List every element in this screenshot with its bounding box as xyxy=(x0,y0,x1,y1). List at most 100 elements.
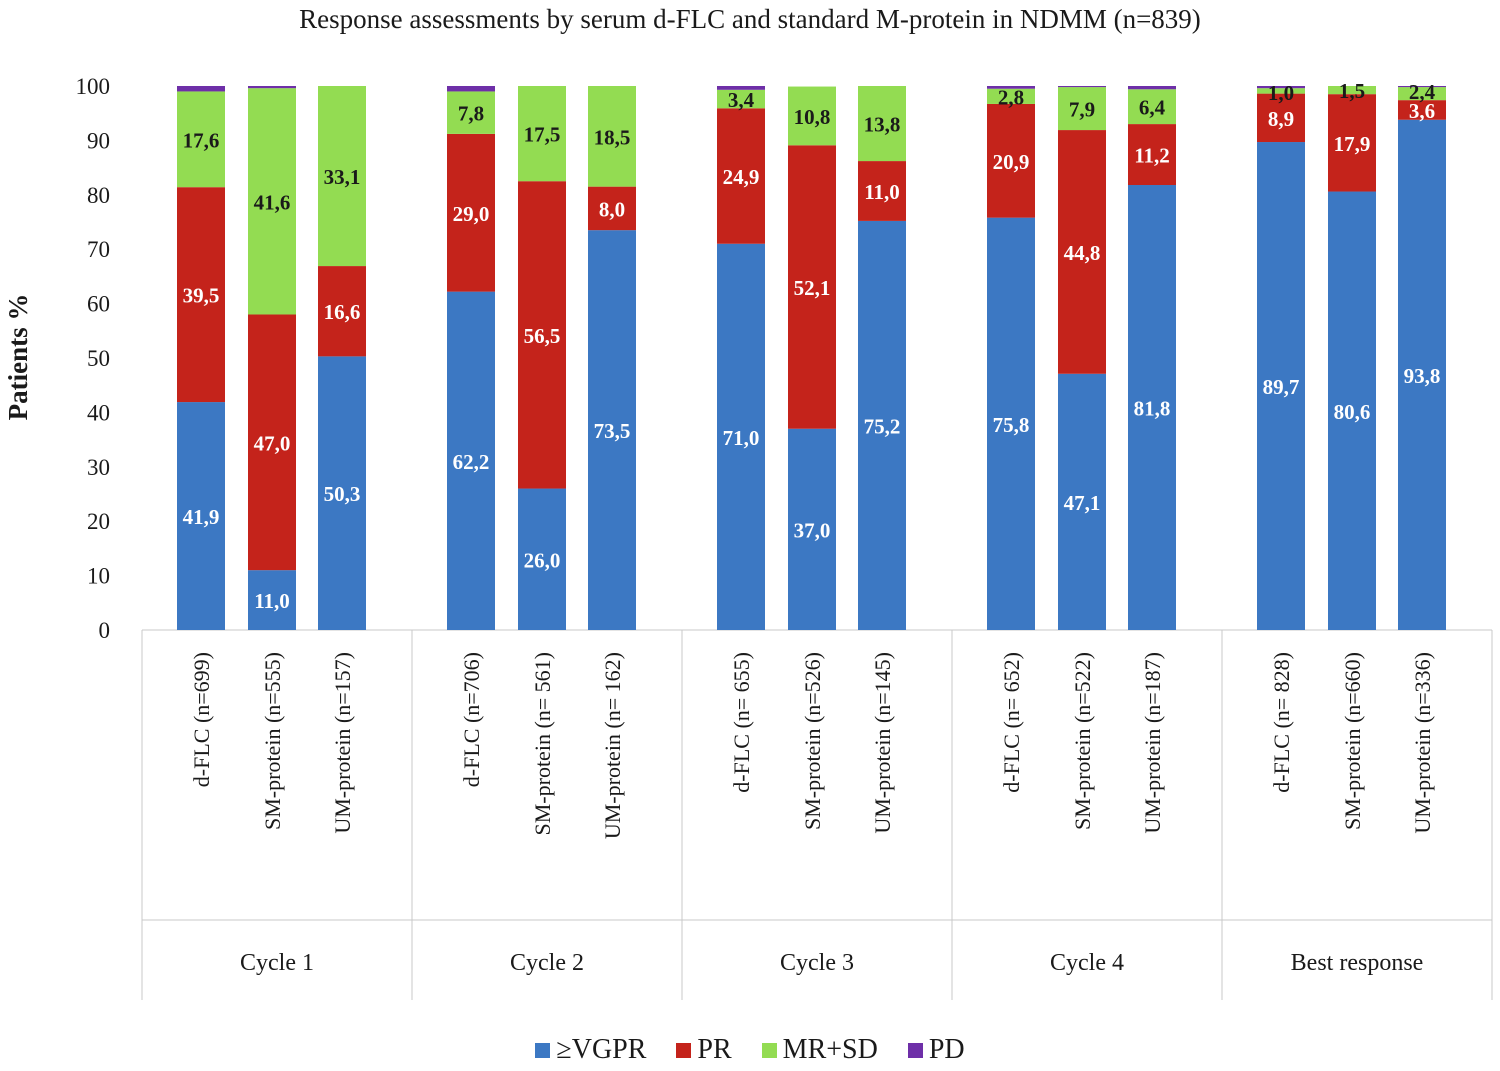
category-label: UM-protein (n=336) xyxy=(1410,652,1435,834)
bar-segment xyxy=(318,356,366,630)
y-tick-label: 80 xyxy=(87,183,110,208)
bar-segment xyxy=(717,108,765,244)
data-label: 75,2 xyxy=(864,414,901,438)
category-label: d-FLC (n=706) xyxy=(459,652,484,787)
category-label: d-FLC (n=699) xyxy=(189,652,214,787)
legend: ≥VGPR PR MR+SD PD xyxy=(0,1034,1500,1066)
data-label: 52,1 xyxy=(794,276,831,300)
data-label: 8,9 xyxy=(1268,107,1294,131)
bar-segment xyxy=(1058,86,1106,88)
bar-segment xyxy=(447,133,495,292)
bar-segment xyxy=(318,266,366,357)
category-label: SM-protein (n=526) xyxy=(800,652,825,830)
data-label: 75,8 xyxy=(993,413,1030,437)
data-label: 26,0 xyxy=(524,548,561,572)
bar-segment xyxy=(588,186,636,231)
bar-segment xyxy=(858,86,906,162)
category-label: UM-protein (n=187) xyxy=(1140,652,1165,834)
data-label: 24,9 xyxy=(723,165,760,189)
data-label: 2,4 xyxy=(1409,80,1436,104)
bar-segment xyxy=(447,291,495,630)
legend-swatch xyxy=(761,1042,777,1058)
data-label: 37,0 xyxy=(794,518,831,542)
bar-segment xyxy=(788,428,836,630)
data-label: 29,0 xyxy=(453,202,490,226)
bar-segment xyxy=(447,91,495,134)
data-label: 11,0 xyxy=(864,180,900,204)
data-label: 47,1 xyxy=(1064,491,1101,515)
data-label: 73,5 xyxy=(594,419,631,443)
bar-segment xyxy=(1058,373,1106,630)
category-label: d-FLC (n= 652) xyxy=(999,652,1024,793)
category-label: UM-protein (n=145) xyxy=(870,652,895,834)
bar-segment xyxy=(177,187,225,403)
data-label: 1,5 xyxy=(1339,79,1365,103)
bar-segment xyxy=(788,86,836,146)
category-label: d-FLC (n= 828) xyxy=(1269,652,1294,793)
data-label: 39,5 xyxy=(183,284,220,308)
bar-segment xyxy=(1128,86,1176,90)
y-tick-label: 40 xyxy=(87,400,110,425)
bar-segment xyxy=(717,89,765,109)
data-label: 11,0 xyxy=(254,589,290,613)
data-label: 81,8 xyxy=(1134,397,1171,421)
bar-segment xyxy=(1257,86,1305,89)
legend-label: ≥VGPR xyxy=(556,1034,647,1065)
bar-segment xyxy=(987,86,1035,89)
data-label: 18,5 xyxy=(594,125,631,149)
data-label: 2,8 xyxy=(998,85,1024,109)
y-tick-label: 60 xyxy=(87,292,110,317)
bar-segment xyxy=(1257,88,1305,94)
data-label: 7,8 xyxy=(458,102,484,126)
bar-segment xyxy=(788,145,836,429)
category-label: SM-protein (n=660) xyxy=(1340,652,1365,830)
bar-segment xyxy=(987,88,1035,104)
bar-segment xyxy=(717,86,765,90)
data-label: 80,6 xyxy=(1334,400,1371,424)
bar-segment xyxy=(1398,87,1446,101)
legend-item: ≥VGPR xyxy=(535,1034,646,1066)
bar-segment xyxy=(248,314,296,571)
bar-segment xyxy=(1328,191,1376,630)
data-label: 89,7 xyxy=(1263,375,1300,399)
data-label: 56,5 xyxy=(524,324,561,348)
bar-segment xyxy=(518,86,566,182)
category-label: UM-protein (n=157) xyxy=(330,652,355,834)
group-label: Best response xyxy=(1291,950,1424,976)
y-tick-label: 100 xyxy=(76,74,111,99)
bar-segment xyxy=(1257,93,1305,143)
bar-segment xyxy=(588,230,636,630)
group-label: Cycle 1 xyxy=(240,950,314,976)
y-axis-label: Patients % xyxy=(3,294,33,421)
data-label: 7,9 xyxy=(1069,98,1095,122)
data-label: 93,8 xyxy=(1404,364,1441,388)
legend-item: MR+SD xyxy=(761,1034,878,1066)
legend-label: PD xyxy=(928,1034,965,1065)
bar-segment xyxy=(1257,142,1305,631)
y-tick-label: 70 xyxy=(87,237,110,262)
data-label: 6,4 xyxy=(1139,96,1166,120)
data-label: 16,6 xyxy=(324,300,361,324)
data-label: 3,4 xyxy=(728,88,755,112)
data-label: 17,6 xyxy=(183,128,220,152)
bar-segment xyxy=(1328,94,1376,192)
legend-swatch xyxy=(535,1042,551,1058)
bar-segment xyxy=(1128,124,1176,186)
data-label: 41,9 xyxy=(183,505,220,529)
data-label: 13,8 xyxy=(864,113,901,137)
data-label: 11,2 xyxy=(1134,144,1170,168)
bar-segment xyxy=(1128,89,1176,125)
y-tick-label: 20 xyxy=(87,509,110,534)
bar-segment xyxy=(1398,86,1446,88)
y-tick-label: 50 xyxy=(87,346,110,371)
legend-item: PR xyxy=(676,1034,732,1066)
bar-segment xyxy=(1058,130,1106,374)
data-label: 62,2 xyxy=(453,450,490,474)
group-label: Cycle 2 xyxy=(510,950,584,976)
data-label: 44,8 xyxy=(1064,241,1101,265)
category-label: d-FLC (n= 655) xyxy=(729,652,754,793)
data-label: 3,6 xyxy=(1409,99,1435,123)
bar-segment xyxy=(1058,87,1106,131)
data-label: 8,0 xyxy=(599,197,625,221)
